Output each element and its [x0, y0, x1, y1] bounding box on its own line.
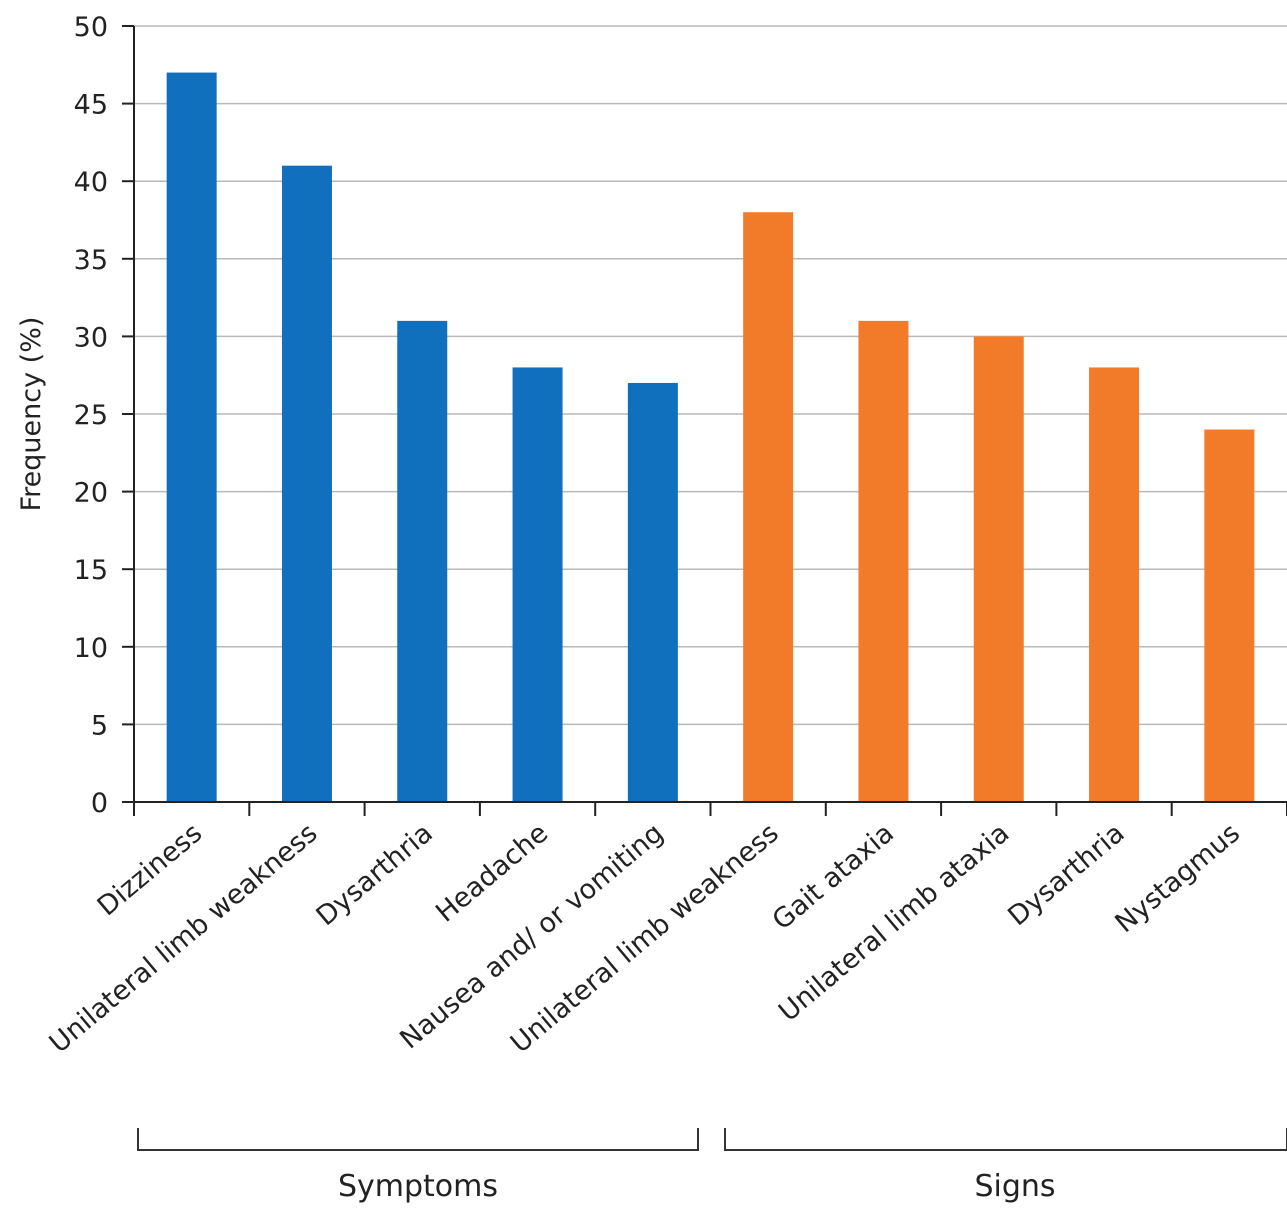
- bar: [1089, 367, 1140, 802]
- bar: [166, 72, 217, 802]
- y-tick-label: 30: [74, 322, 108, 353]
- group-label: Signs: [974, 1169, 1055, 1204]
- y-tick-label: 10: [74, 633, 108, 664]
- bar: [281, 165, 332, 802]
- y-tick-label: 20: [74, 478, 108, 509]
- y-tick-label: 35: [74, 245, 108, 276]
- bar: [973, 336, 1024, 802]
- y-tick-label: 50: [74, 12, 108, 43]
- bar: [512, 367, 563, 802]
- group-bracket: [137, 1128, 699, 1151]
- y-tick-label: 15: [74, 555, 108, 586]
- bar: [1204, 429, 1255, 802]
- y-tick-label: 40: [74, 167, 108, 198]
- category-label: Dysarthria: [311, 818, 439, 933]
- y-axis-title: Frequency (%): [16, 317, 47, 512]
- y-tick-label: 25: [74, 400, 108, 431]
- category-label: Dizziness: [92, 818, 208, 923]
- x-ticks: [133, 802, 1287, 816]
- group-bracket: [724, 1128, 1287, 1151]
- category-label: Unilateral limb ataxia: [773, 818, 1015, 1028]
- group-label: Symptoms: [338, 1169, 498, 1204]
- bar: [397, 320, 448, 802]
- y-tick-label: 5: [91, 710, 108, 741]
- category-label: Nystagmus: [1109, 818, 1245, 939]
- bars: [166, 72, 1255, 803]
- group-brackets: Symptoms Signs: [137, 1128, 1287, 1204]
- bar: [627, 382, 678, 802]
- bar: [858, 320, 909, 802]
- y-tick-label: 0: [91, 788, 108, 819]
- bar: [743, 212, 794, 803]
- y-ticks: 0 5 10 15 20 25 30 35 40 45 50: [74, 12, 134, 819]
- y-tick-label: 45: [74, 90, 108, 121]
